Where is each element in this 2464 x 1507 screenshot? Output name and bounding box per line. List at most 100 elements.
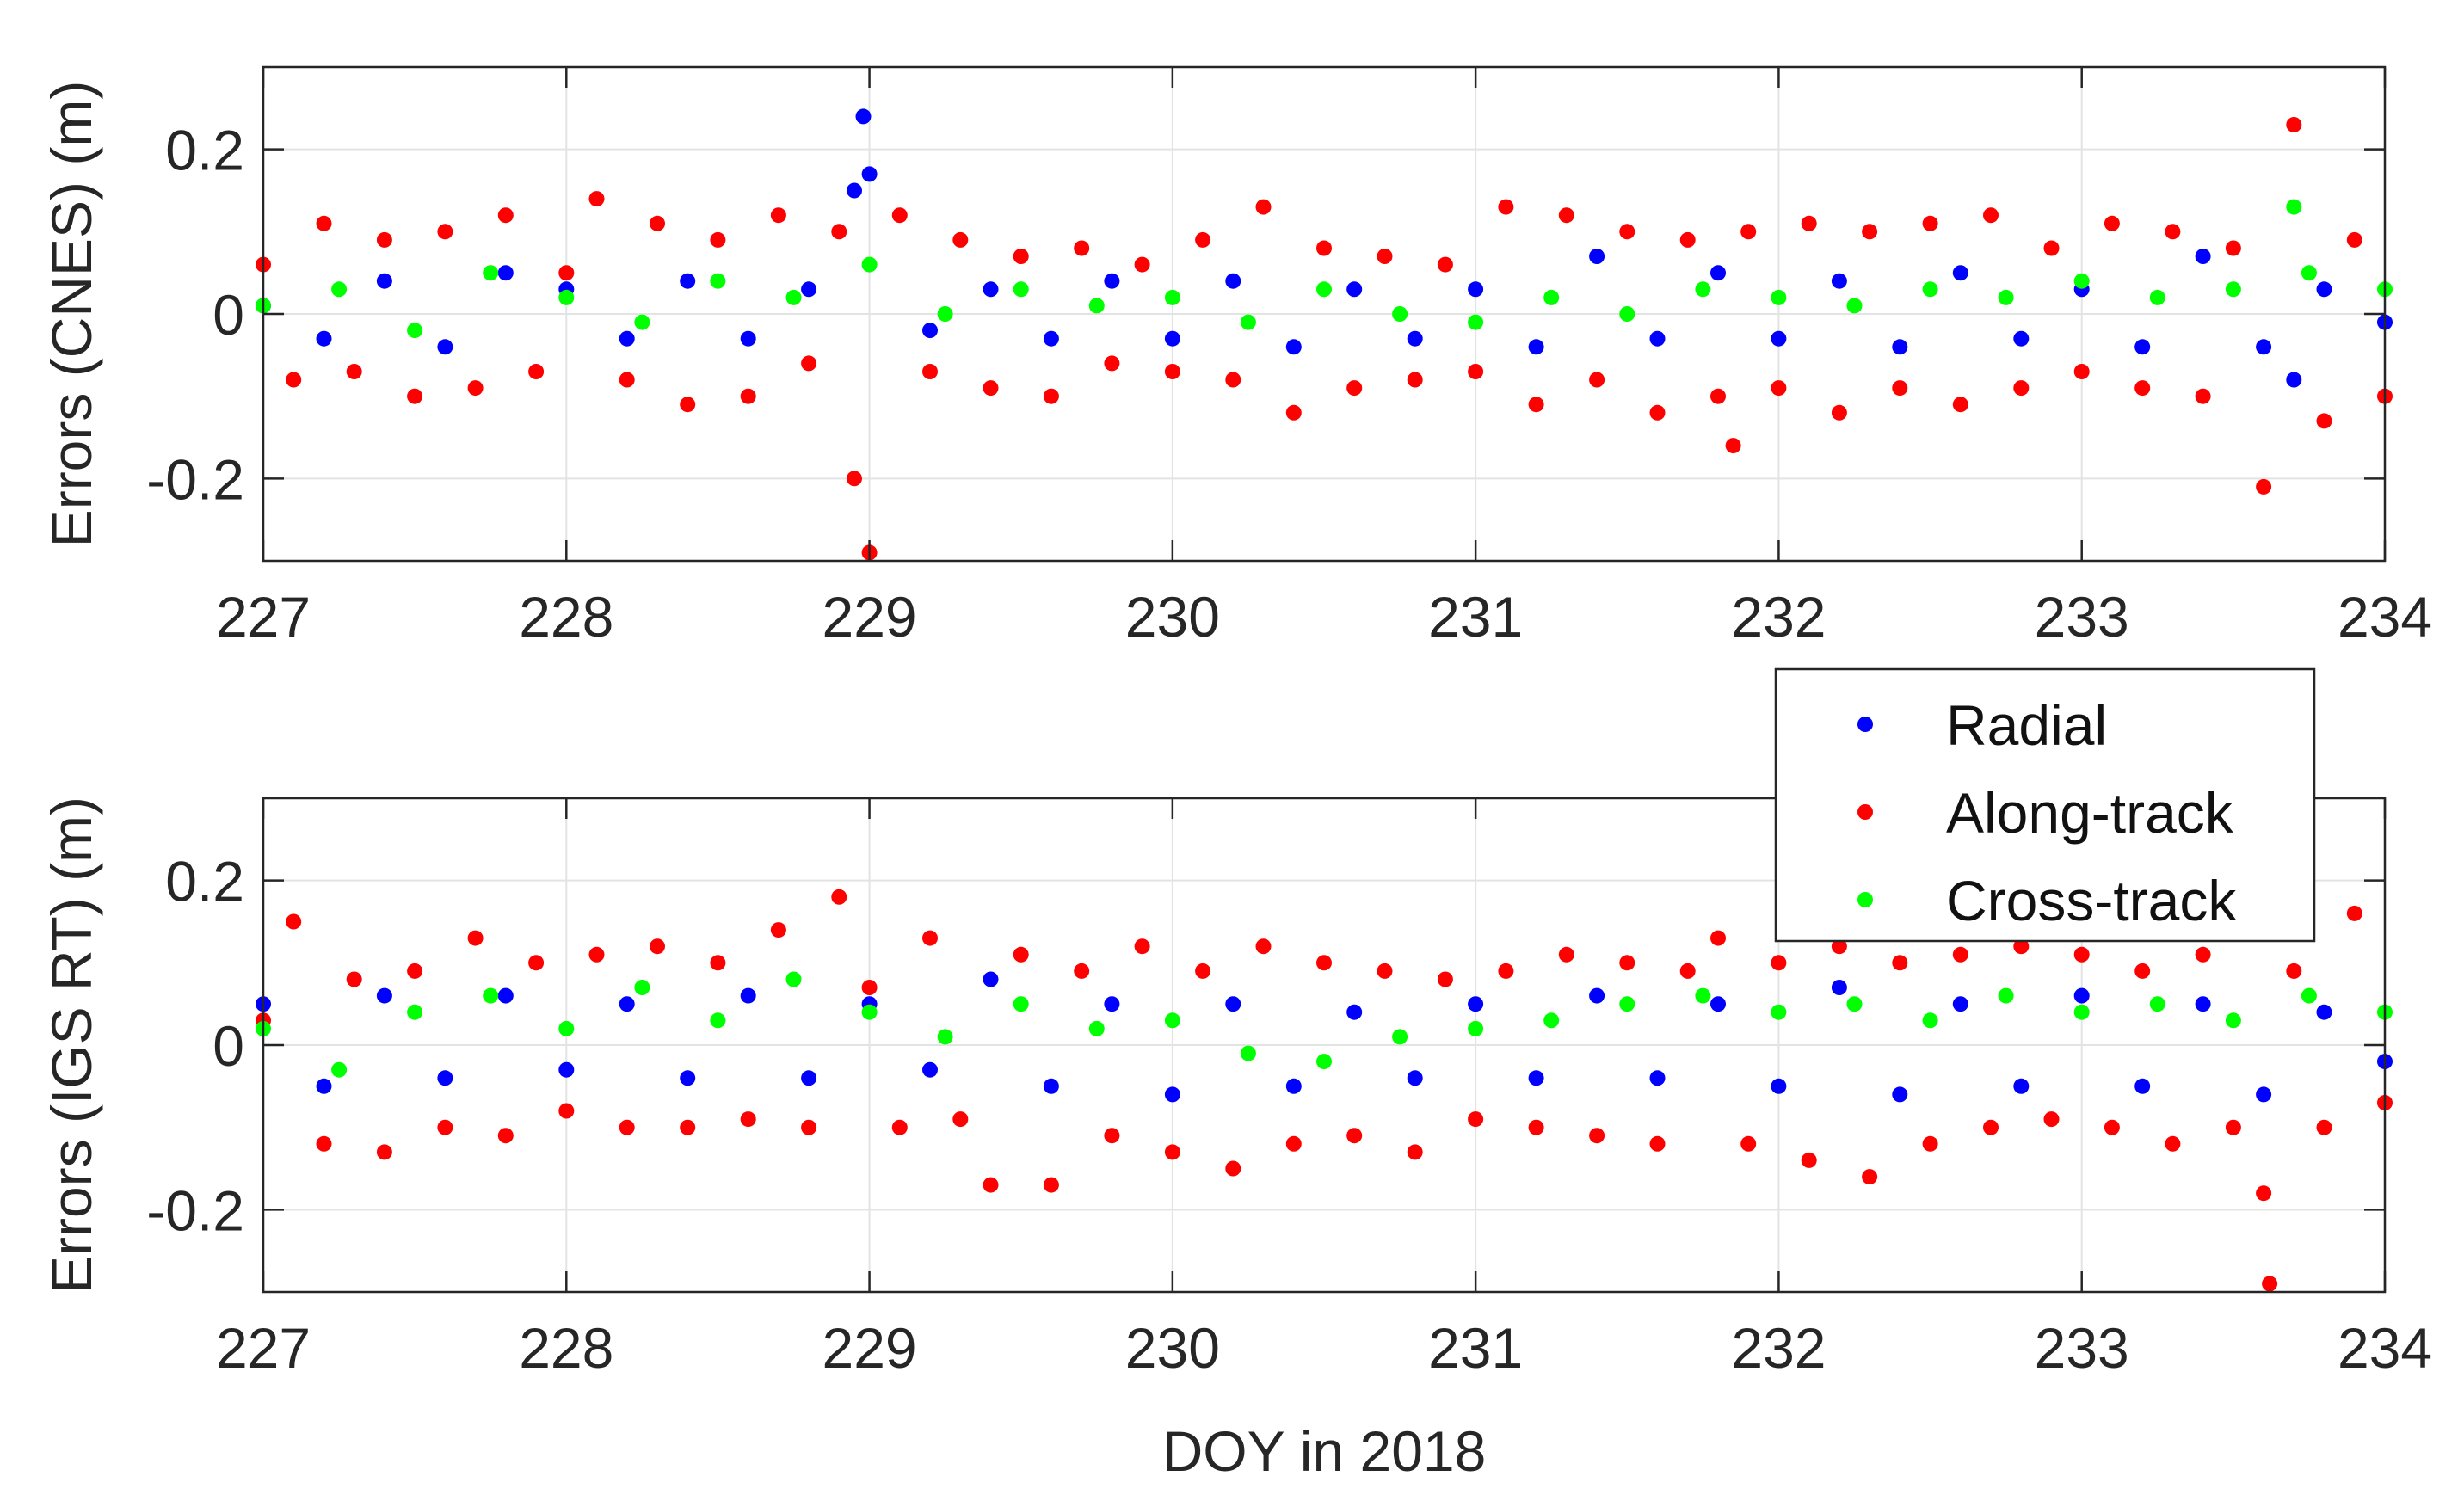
data-point-along-track: [2073, 364, 2090, 379]
data-point-along-track: [2286, 117, 2302, 132]
data-point-along-track: [376, 231, 392, 248]
data-point-radial: [983, 971, 999, 987]
y-tick-label: 0.2: [165, 119, 244, 182]
x-tick-label: 233: [2035, 585, 2129, 649]
data-point-along-track: [1679, 963, 1696, 979]
data-point-cross-track: [1922, 1012, 1938, 1029]
data-point-cross-track: [1088, 298, 1105, 314]
data-point-cross-track: [1392, 306, 1408, 322]
data-point-radial: [847, 182, 862, 199]
x-tick-label: 234: [2338, 1316, 2432, 1380]
data-point-radial: [1346, 1004, 1363, 1020]
series-radial: [256, 108, 2393, 388]
bottom-ticks: 227 228 229 230 231 232 233 234 -0.2 0 0.2: [146, 798, 2432, 1380]
data-point-cross-track: [558, 289, 575, 305]
data-point-along-track: [2346, 905, 2362, 921]
data-point-cross-track: [407, 323, 423, 339]
data-point-along-track: [983, 1177, 999, 1193]
data-point-along-track: [831, 889, 847, 905]
data-point-radial: [2256, 1086, 2272, 1103]
data-point-along-track: [1922, 215, 1938, 231]
data-point-along-track: [831, 224, 847, 240]
data-point-cross-track: [331, 281, 348, 298]
data-point-along-track: [1346, 380, 1363, 397]
data-point-cross-track: [861, 1004, 878, 1020]
data-point-radial: [855, 108, 872, 125]
data-point-cross-track: [1771, 1004, 1787, 1020]
data-point-along-track: [588, 191, 605, 207]
data-point-along-track: [2316, 413, 2332, 429]
data-point-along-track: [1831, 404, 1847, 421]
data-point-along-track: [770, 922, 786, 938]
data-point-along-track: [407, 963, 423, 979]
data-point-along-track: [1104, 355, 1120, 372]
data-point-along-track: [1437, 971, 1453, 987]
data-point-along-track: [619, 372, 635, 388]
data-point-along-track: [1255, 938, 1272, 955]
series-along-track: [256, 889, 2393, 1292]
data-point-radial: [437, 1070, 453, 1086]
data-point-radial: [1649, 1070, 1666, 1086]
data-point-along-track: [1164, 1144, 1180, 1160]
legend-marker-cross-track: [1857, 892, 1873, 907]
x-tick-label: 232: [1731, 1316, 1826, 1380]
data-point-along-track: [1316, 240, 1332, 256]
x-tick-label: 234: [2338, 585, 2432, 649]
data-point-cross-track: [2073, 273, 2090, 289]
data-point-radial: [1043, 330, 1059, 347]
data-point-along-track: [1831, 938, 1847, 955]
y-tick-label: 0: [213, 283, 244, 347]
data-point-along-track: [1983, 207, 1999, 224]
y-tick-label: 0.2: [165, 850, 244, 913]
data-point-along-track: [1377, 963, 1393, 979]
data-point-cross-track: [1998, 987, 2014, 1004]
data-point-cross-track: [1316, 281, 1332, 298]
data-point-cross-track: [1998, 289, 2014, 305]
data-point-along-track: [1195, 231, 1211, 248]
data-point-cross-track: [1240, 1045, 1256, 1061]
data-point-radial: [1528, 1070, 1544, 1086]
data-point-radial: [1346, 281, 1363, 298]
data-point-along-track: [1725, 438, 1741, 454]
data-point-along-track: [2346, 231, 2362, 248]
data-point-along-track: [650, 938, 665, 955]
data-point-along-track: [1043, 388, 1059, 404]
data-point-cross-track: [1771, 289, 1787, 305]
data-point-radial: [316, 1078, 332, 1094]
data-point-along-track: [2013, 938, 2030, 955]
data-point-radial: [1589, 249, 1605, 264]
data-point-radial: [2316, 281, 2332, 298]
legend-label-radial: Radial: [1946, 693, 2107, 757]
data-point-radial: [437, 339, 453, 355]
data-point-along-track: [1892, 955, 1908, 971]
data-point-along-track: [1377, 249, 1393, 264]
data-point-along-track: [286, 372, 302, 388]
top-y-axis-label: Errors (CNES) (m): [40, 81, 103, 548]
data-point-cross-track: [1619, 306, 1635, 322]
x-tick-label: 228: [519, 1316, 613, 1380]
data-point-cross-track: [1392, 1029, 1408, 1045]
data-point-radial: [983, 281, 999, 298]
data-point-cross-track: [1543, 289, 1560, 305]
data-point-along-track: [1740, 1135, 1757, 1152]
data-point-radial: [1771, 330, 1787, 347]
data-point-radial: [1104, 273, 1120, 289]
y-tick-label: -0.2: [146, 1178, 244, 1242]
y-tick-label: -0.2: [146, 447, 244, 511]
data-point-along-track: [1952, 946, 1968, 963]
data-point-radial: [1649, 330, 1666, 347]
data-point-along-track: [1589, 372, 1605, 388]
data-point-radial: [619, 330, 635, 347]
data-point-along-track: [891, 1119, 908, 1135]
data-point-cross-track: [1619, 996, 1635, 1012]
data-point-cross-track: [1695, 281, 1711, 298]
top-ticks: 227 228 229 230 231 232 233 234 -0.2 0 0.2: [146, 67, 2432, 649]
data-point-along-track: [407, 388, 423, 404]
data-point-along-track: [1104, 1128, 1120, 1144]
data-point-radial: [1710, 996, 1726, 1012]
x-tick-label: 227: [216, 1316, 311, 1380]
data-point-along-track: [740, 388, 756, 404]
data-point-cross-track: [937, 1029, 953, 1045]
data-point-along-track: [1801, 215, 1817, 231]
